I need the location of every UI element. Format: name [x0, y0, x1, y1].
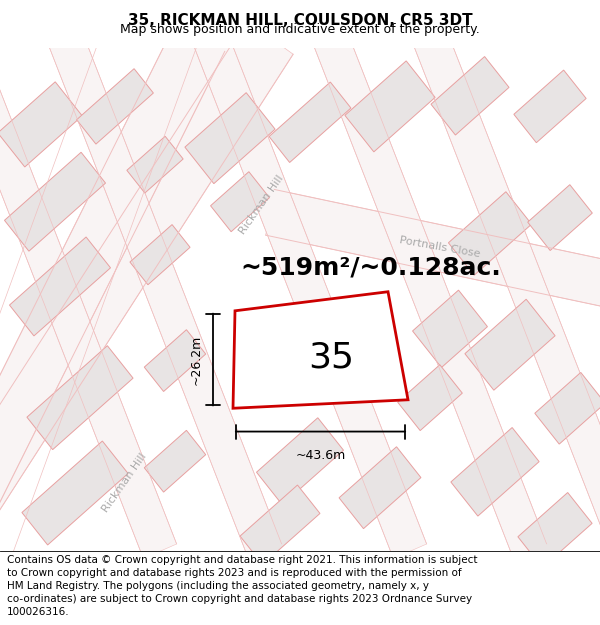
Text: Map shows position and indicative extent of the property.: Map shows position and indicative extent…: [120, 22, 480, 36]
Polygon shape: [211, 172, 269, 232]
Polygon shape: [240, 485, 320, 564]
Polygon shape: [0, 24, 225, 612]
Text: Rickman Hill: Rickman Hill: [101, 451, 149, 514]
Text: to Crown copyright and database rights 2023 and is reproduced with the permissio: to Crown copyright and database rights 2…: [7, 568, 462, 578]
Text: 35, RICKMAN HILL, COULSDON, CR5 3DT: 35, RICKMAN HILL, COULSDON, CR5 3DT: [128, 14, 472, 29]
Polygon shape: [185, 92, 275, 184]
Polygon shape: [257, 418, 343, 504]
Polygon shape: [465, 299, 555, 390]
Polygon shape: [398, 365, 463, 431]
Text: ~519m²/~0.128ac.: ~519m²/~0.128ac.: [240, 255, 501, 279]
Polygon shape: [193, 30, 427, 559]
Polygon shape: [339, 447, 421, 529]
Polygon shape: [77, 69, 154, 144]
Polygon shape: [266, 189, 600, 309]
Polygon shape: [514, 70, 586, 142]
Polygon shape: [4, 152, 106, 251]
Polygon shape: [127, 136, 183, 193]
Polygon shape: [413, 290, 487, 368]
Polygon shape: [27, 346, 133, 449]
Polygon shape: [10, 237, 110, 336]
Polygon shape: [413, 30, 600, 559]
Polygon shape: [49, 30, 281, 559]
Text: Contains OS data © Crown copyright and database right 2021. This information is : Contains OS data © Crown copyright and d…: [7, 555, 478, 565]
Polygon shape: [0, 82, 82, 167]
Polygon shape: [313, 30, 547, 559]
Text: ~26.2m: ~26.2m: [190, 334, 203, 384]
Polygon shape: [451, 428, 539, 516]
Polygon shape: [527, 184, 592, 251]
Text: ~43.6m: ~43.6m: [295, 449, 346, 461]
Polygon shape: [144, 431, 206, 492]
Polygon shape: [431, 56, 509, 135]
Polygon shape: [233, 292, 408, 408]
Text: Rickman Hill: Rickman Hill: [238, 174, 286, 236]
Polygon shape: [130, 224, 190, 285]
Text: 100026316.: 100026316.: [7, 606, 70, 616]
Polygon shape: [269, 82, 351, 162]
Polygon shape: [144, 330, 206, 391]
Polygon shape: [0, 30, 176, 559]
Polygon shape: [22, 441, 128, 545]
Polygon shape: [535, 372, 600, 444]
Polygon shape: [518, 492, 592, 568]
Polygon shape: [448, 192, 532, 275]
Text: 35: 35: [308, 341, 354, 375]
Text: co-ordinates) are subject to Crown copyright and database rights 2023 Ordnance S: co-ordinates) are subject to Crown copyr…: [7, 594, 472, 604]
Text: Portnalls Close: Portnalls Close: [399, 235, 481, 259]
Polygon shape: [345, 61, 435, 152]
Text: HM Land Registry. The polygons (including the associated geometry, namely x, y: HM Land Registry. The polygons (includin…: [7, 581, 429, 591]
Polygon shape: [0, 21, 293, 520]
